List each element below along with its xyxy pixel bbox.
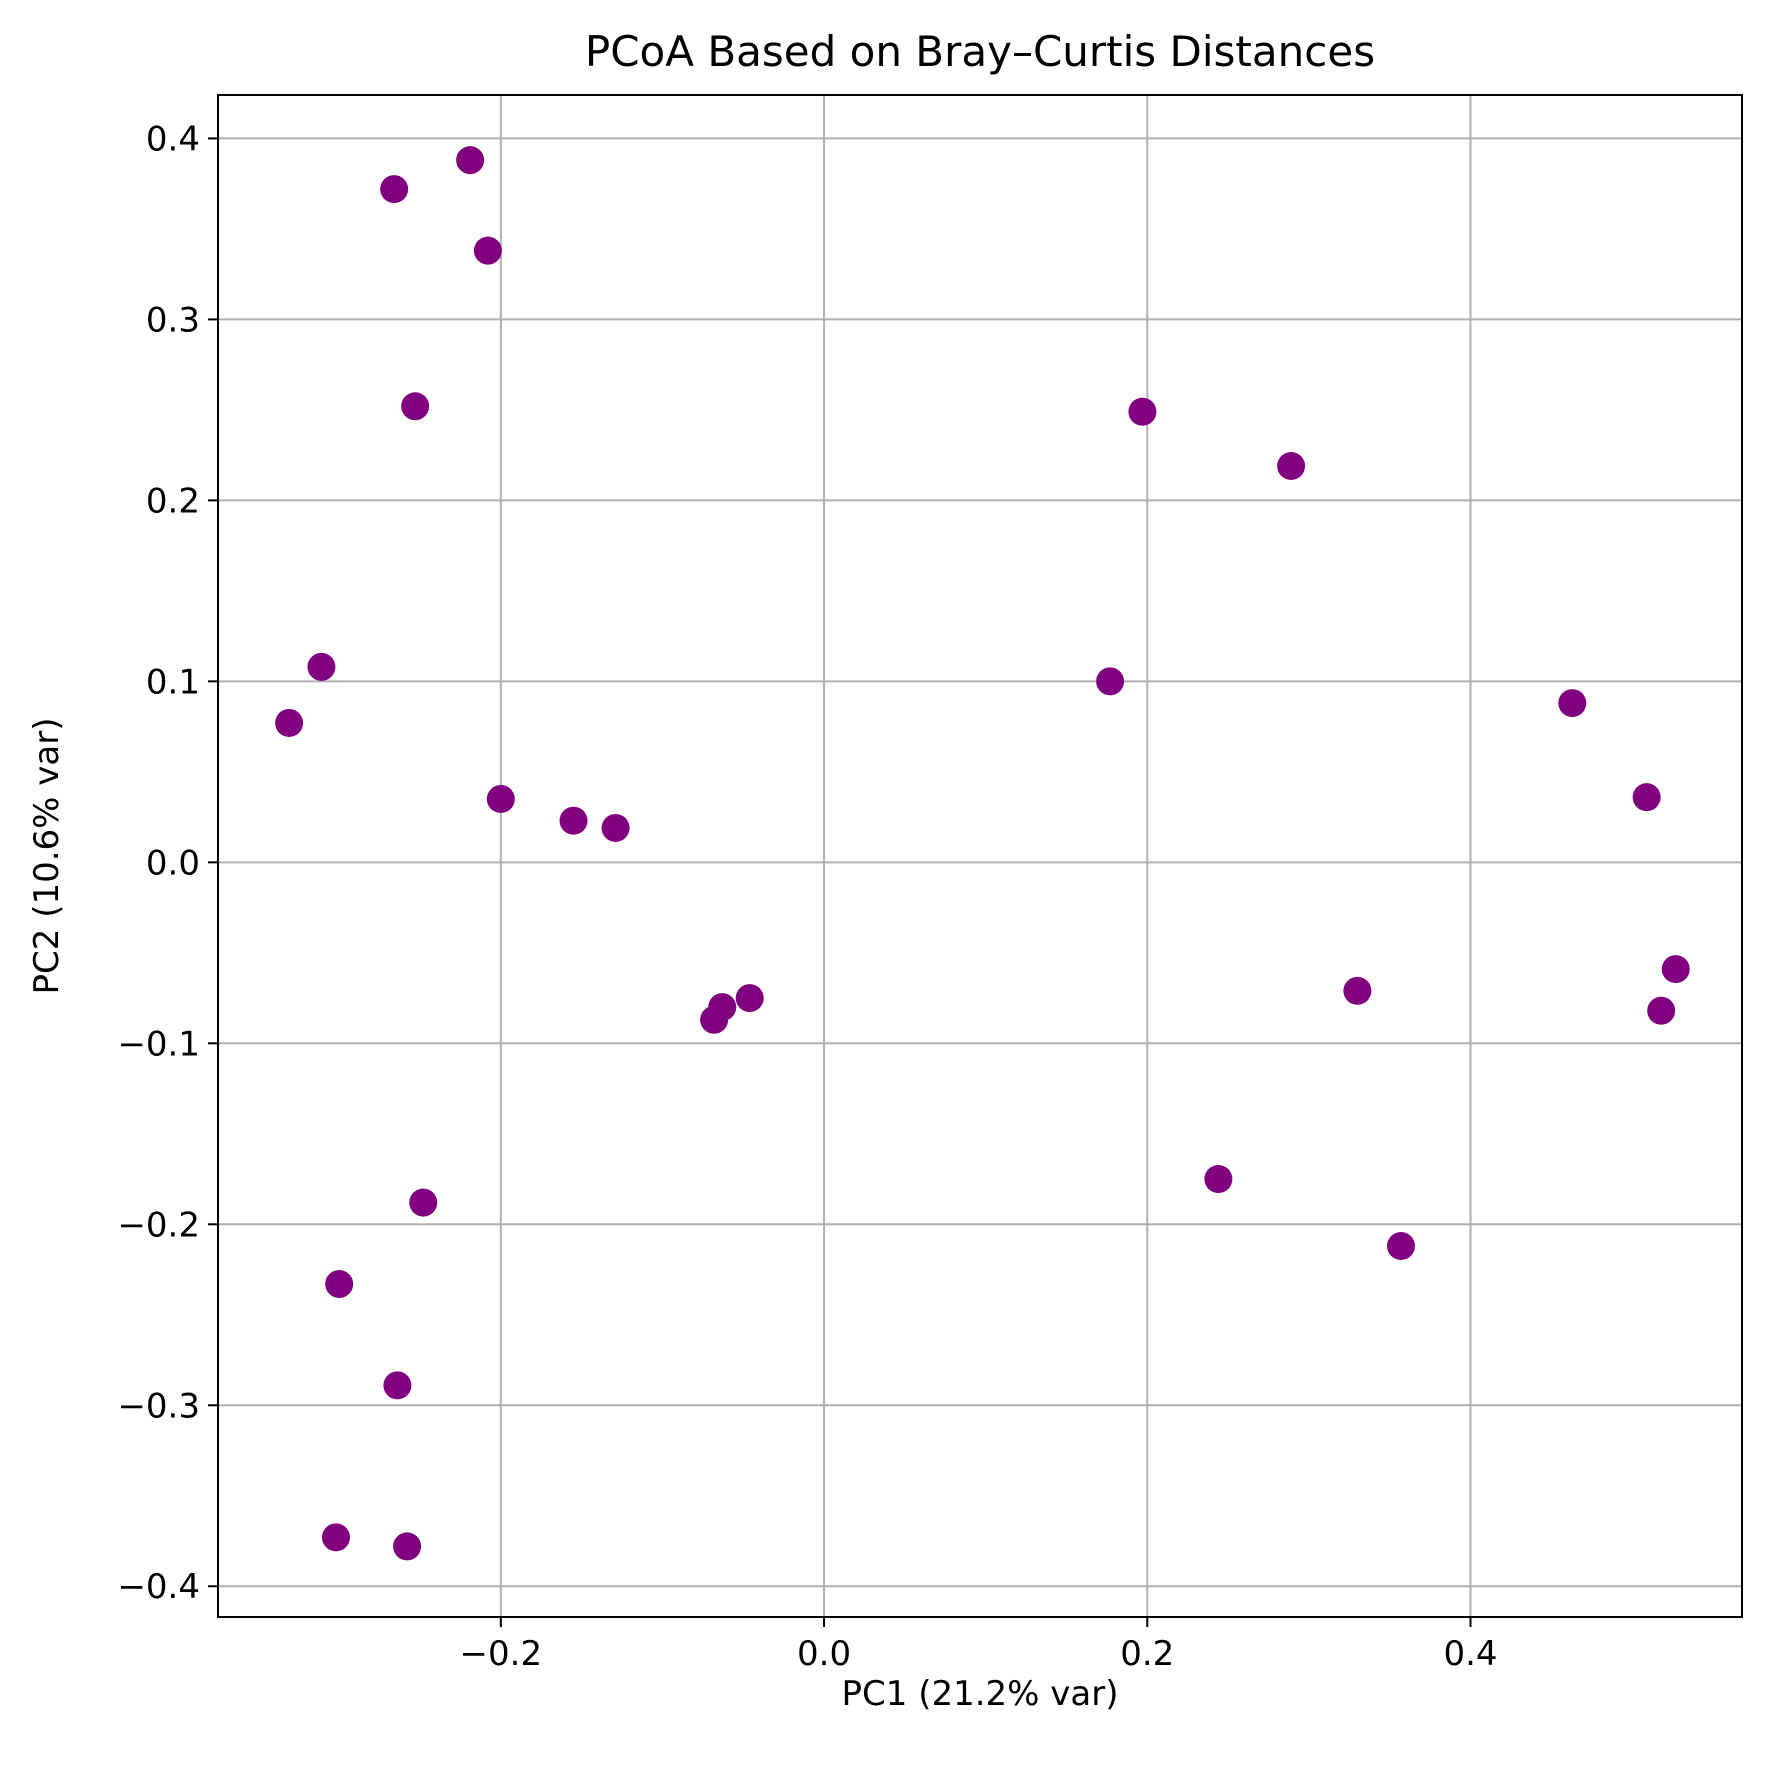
y-tick-label: −0.2 (117, 1205, 200, 1245)
y-tick-label: −0.3 (117, 1386, 200, 1426)
data-point (1647, 996, 1676, 1025)
data-point (401, 392, 430, 421)
data-point (1128, 397, 1157, 426)
data-point (275, 708, 304, 737)
data-point (321, 1523, 350, 1552)
x-tick-label: −0.2 (460, 1634, 543, 1674)
data-point (456, 146, 485, 175)
data-point (380, 175, 409, 204)
x-axis-label: PC1 (21.2% var) (842, 1674, 1119, 1714)
data-point (1343, 976, 1372, 1005)
data-points (275, 146, 1690, 1561)
data-point (325, 1270, 354, 1299)
data-point (1096, 667, 1125, 696)
data-point (473, 236, 502, 265)
data-point (1632, 783, 1661, 812)
axis-ticks: −0.2 0.0 0.2 0.4 −0.4 −0.3 −0.2 −0.1 0.0 0.1 0.2 0.… (117, 119, 1497, 1674)
data-point (1386, 1232, 1415, 1261)
x-tick-label: 0.0 (797, 1634, 851, 1674)
data-point (393, 1532, 422, 1561)
x-tick-label: 0.2 (1120, 1634, 1174, 1674)
grid (218, 95, 1742, 1617)
y-tick-label: 0.2 (146, 481, 200, 521)
y-tick-label: 0.1 (146, 662, 200, 702)
data-point (601, 813, 630, 842)
chart-title: PCoA Based on Bray–Curtis Distances (585, 27, 1375, 76)
plot-frame (217, 94, 1743, 1618)
y-tick-label: 0.0 (146, 843, 200, 883)
x-tick-label: 0.4 (1443, 1634, 1497, 1674)
data-point (559, 806, 588, 835)
data-point (700, 1005, 729, 1034)
y-axis-label: PC2 (10.6% var) (27, 718, 67, 995)
data-point (409, 1188, 438, 1217)
data-point (486, 784, 515, 813)
y-tick-label: 0.3 (146, 300, 200, 340)
data-point (307, 652, 336, 681)
data-point (1558, 689, 1587, 718)
data-point (1661, 955, 1690, 984)
data-point (1277, 451, 1306, 480)
data-point (1204, 1165, 1233, 1194)
data-point (735, 984, 764, 1013)
data-point (383, 1371, 412, 1400)
y-tick-label: −0.4 (117, 1567, 200, 1607)
y-tick-label: 0.4 (146, 119, 200, 159)
y-tick-label: −0.1 (117, 1024, 200, 1064)
